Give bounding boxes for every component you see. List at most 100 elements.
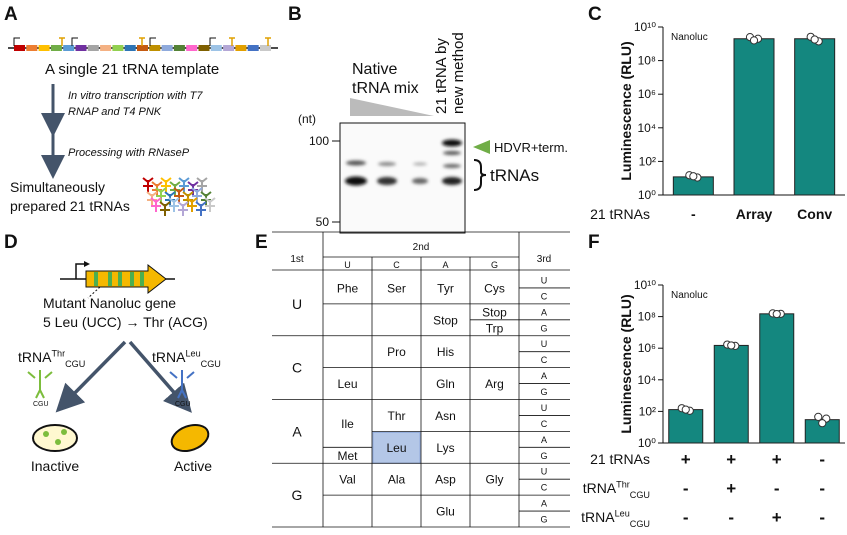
trna-cluster xyxy=(186,197,198,212)
amino-acid: Ser xyxy=(387,281,406,295)
x-axis-label: 21 tRNAs xyxy=(590,206,650,222)
y-axis-label: Luminescence (RLU) xyxy=(618,294,634,433)
trna-cluster xyxy=(195,201,207,216)
condition-sign: - xyxy=(728,508,734,527)
trna-gene xyxy=(186,45,198,51)
third-base: U xyxy=(541,403,548,413)
replicate-point xyxy=(681,405,690,414)
trna-gene xyxy=(235,45,247,51)
y-tick-label: 10⁸ xyxy=(638,310,656,324)
third-base: A xyxy=(541,499,547,509)
trna-gene xyxy=(38,45,50,51)
amino-acid: Met xyxy=(337,449,358,463)
trna-gene xyxy=(87,45,99,51)
arrow xyxy=(55,340,127,413)
amino-acid: Asp xyxy=(435,473,456,487)
y-tick-label: 10² xyxy=(639,404,656,418)
bar xyxy=(733,38,775,196)
label-sub: CGU xyxy=(201,359,221,369)
gene-label: Mutant Nanoluc gene xyxy=(43,295,176,311)
replicate-point xyxy=(818,419,827,428)
trna-gene xyxy=(260,45,271,51)
amino-acid: Leu xyxy=(337,377,357,391)
panel-label: E xyxy=(255,232,268,253)
condition-sign: - xyxy=(774,479,780,498)
amino-acid: His xyxy=(437,345,454,359)
lane-label: Native xyxy=(352,61,397,78)
table-header: 1st xyxy=(290,254,304,265)
trna-cluster xyxy=(191,187,203,202)
third-base: C xyxy=(541,483,548,493)
third-base: A xyxy=(541,371,547,381)
panel-label: F xyxy=(588,232,600,253)
trna-gene xyxy=(210,45,222,51)
lane-label: 21 tRNA by xyxy=(433,38,450,114)
third-base: A xyxy=(541,307,547,317)
third-base: U xyxy=(541,339,548,349)
y-tick-label: 10⁰ xyxy=(638,188,656,202)
amino-acid: Stop xyxy=(433,313,458,327)
trna-gene xyxy=(26,45,38,51)
amino-acid: Gln xyxy=(436,377,455,391)
trna-cluster xyxy=(204,197,216,212)
trna-cluster xyxy=(159,201,171,216)
third-base: G xyxy=(540,323,547,333)
amino-acid: Trp xyxy=(486,321,504,335)
promoter xyxy=(84,261,90,267)
replicate-point xyxy=(727,341,736,350)
table-header: 3rd xyxy=(537,254,551,265)
second-base: U xyxy=(344,260,351,270)
third-base: C xyxy=(541,291,548,301)
y-tick-label: 10⁴ xyxy=(637,373,656,387)
amino-acid: Gly xyxy=(486,473,504,487)
first-base: U xyxy=(292,296,302,312)
x-tick-label: Conv xyxy=(797,206,832,222)
trna-cluster xyxy=(178,177,190,192)
trna-cluster xyxy=(196,177,208,192)
replicate-point xyxy=(814,412,823,421)
replicate-point xyxy=(772,309,781,319)
condition-sign: + xyxy=(726,450,736,469)
amino-acid: Asn xyxy=(435,409,456,423)
anticodon: CGU xyxy=(175,401,191,408)
bar xyxy=(794,38,836,196)
trna-cluster xyxy=(160,177,172,192)
step-text: RNAP and T4 PNK xyxy=(68,106,162,118)
third-base: G xyxy=(540,515,547,525)
condition-label: tRNAThrCGU xyxy=(583,479,650,500)
terminator xyxy=(265,37,271,46)
condition-sign: + xyxy=(726,479,736,498)
replicate-point xyxy=(689,172,698,181)
third-base: C xyxy=(541,419,548,429)
promoter xyxy=(71,37,78,46)
amino-acid: Val xyxy=(339,473,355,487)
y-tick-label: 10⁸ xyxy=(638,54,656,68)
condition-sign: + xyxy=(772,508,782,527)
third-base: C xyxy=(541,355,548,365)
annotation: Nanoluc xyxy=(671,32,708,43)
amino-acid: Pro xyxy=(387,345,406,359)
replicate-point xyxy=(810,35,819,44)
panel-label: A xyxy=(4,4,18,25)
amino-acid: Cys xyxy=(484,281,505,295)
label-sub: CGU xyxy=(65,359,85,369)
trna-icon xyxy=(27,370,53,399)
label-base: tRNA xyxy=(581,509,615,525)
trna-label: tRNAThrCGU xyxy=(18,348,85,369)
promoter xyxy=(209,37,216,46)
label-base: tRNA xyxy=(152,349,186,365)
label-base: tRNA xyxy=(18,349,52,365)
amino-acid: Glu xyxy=(436,505,455,519)
table-header: 2nd xyxy=(413,242,430,253)
bracket xyxy=(473,159,487,191)
state-label: Inactive xyxy=(31,458,79,474)
second-base: C xyxy=(393,260,400,270)
y-tick-label: 10² xyxy=(639,154,656,168)
template-label: A single 21 tRNA template xyxy=(45,61,219,78)
label-sub: CGU xyxy=(630,490,650,500)
amino-acid: Tyr xyxy=(437,281,454,295)
highlight-cell xyxy=(372,431,421,464)
promoter xyxy=(149,37,156,46)
